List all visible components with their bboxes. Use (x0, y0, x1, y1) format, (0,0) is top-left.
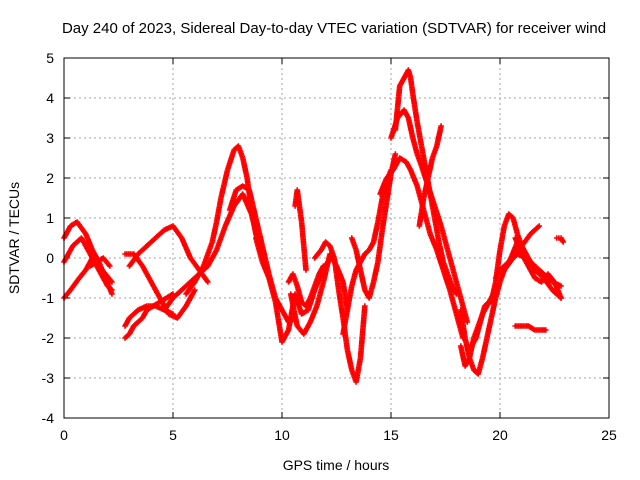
series-t21 (392, 67, 460, 297)
series-t22 (416, 123, 444, 229)
y-tick-label: 4 (46, 90, 54, 106)
x-axis-label: GPS time / hours (283, 457, 390, 473)
y-tick-label: 2 (46, 170, 54, 186)
series-t11 (226, 183, 298, 325)
series-t25 (468, 291, 497, 349)
y-tick-label: 5 (46, 50, 54, 66)
data-point (560, 239, 567, 245)
data-point (438, 123, 444, 129)
y-tick-label: 0 (46, 250, 54, 266)
data-point (320, 263, 327, 269)
series-t15 (292, 187, 309, 273)
series-t31 (553, 235, 567, 245)
x-tick-labels: 0 5 10 15 20 25 (60, 427, 617, 443)
data-point (362, 303, 368, 309)
data-point (109, 279, 115, 285)
data-point (205, 279, 211, 285)
x-tick-label: 5 (169, 427, 177, 443)
series-t14 (285, 263, 327, 309)
x-tick-label: 25 (601, 427, 617, 443)
x-tick-label: 15 (383, 427, 399, 443)
y-tick-label: 1 (46, 210, 54, 226)
data-point (558, 283, 564, 289)
data-marks (61, 67, 567, 385)
data-point (106, 263, 113, 269)
y-axis-label: SDTVAR / TECUs (6, 182, 22, 294)
series-t28 (501, 223, 543, 273)
series-t19 (377, 155, 466, 341)
y-tick-label: 3 (46, 130, 54, 146)
chart-title: Day 240 of 2023, Sidereal Day-to-day VTE… (62, 20, 606, 37)
data-point (542, 327, 549, 333)
data-point (392, 151, 399, 157)
series-t5 (122, 291, 176, 341)
x-tick-label: 0 (60, 427, 68, 443)
plot-frame (63, 57, 610, 419)
y-tick-label: -4 (42, 410, 55, 426)
data-point (536, 223, 543, 229)
data-point (558, 295, 564, 301)
y-tick-labels: -4 -3 -2 -1 0 1 2 3 4 5 (42, 50, 55, 426)
data-point (109, 287, 115, 293)
series-t30 (512, 323, 549, 333)
x-tick-label: 10 (274, 427, 290, 443)
data-point (192, 287, 198, 293)
series-t10 (183, 143, 263, 297)
data-point (170, 311, 176, 317)
series-t18 (348, 151, 399, 301)
y-tick-label: -1 (42, 290, 55, 306)
grid (64, 58, 609, 418)
series-t4 (87, 255, 113, 269)
data-point (303, 267, 309, 273)
x-tick-label: 20 (492, 427, 508, 443)
y-tick-label: -3 (42, 370, 55, 386)
y-tick-label: -2 (42, 330, 55, 346)
series-t9 (161, 191, 263, 313)
data-point (453, 291, 460, 297)
series-t29 (512, 235, 564, 301)
